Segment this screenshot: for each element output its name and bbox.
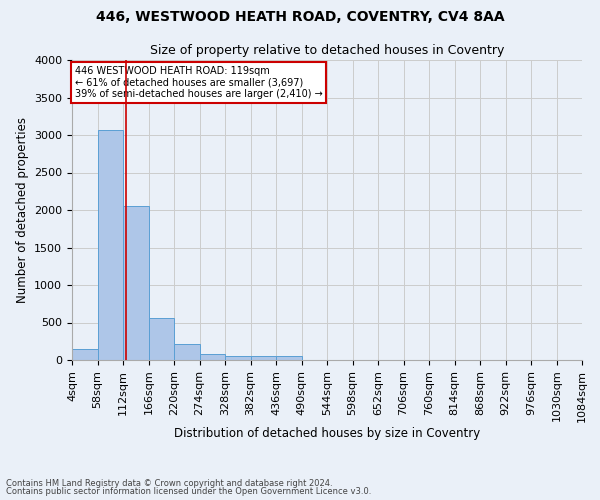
Text: Contains public sector information licensed under the Open Government Licence v3: Contains public sector information licen… [6,487,371,496]
Bar [225,356,251,360]
Text: 446 WESTWOOD HEATH ROAD: 119sqm
← 61% of detached houses are smaller (3,697)
39%: 446 WESTWOOD HEATH ROAD: 119sqm ← 61% of… [74,66,322,99]
Bar [97,130,123,360]
Y-axis label: Number of detached properties: Number of detached properties [16,117,29,303]
Bar [72,349,97,360]
Bar [174,344,199,360]
Text: 446, WESTWOOD HEATH ROAD, COVENTRY, CV4 8AA: 446, WESTWOOD HEATH ROAD, COVENTRY, CV4 … [95,10,505,24]
Bar [200,354,225,360]
Bar [149,318,174,360]
Bar [123,206,149,360]
Text: Contains HM Land Registry data © Crown copyright and database right 2024.: Contains HM Land Registry data © Crown c… [6,478,332,488]
X-axis label: Distribution of detached houses by size in Coventry: Distribution of detached houses by size … [174,428,480,440]
Title: Size of property relative to detached houses in Coventry: Size of property relative to detached ho… [150,44,504,58]
Bar [251,356,276,360]
Bar [276,356,302,360]
